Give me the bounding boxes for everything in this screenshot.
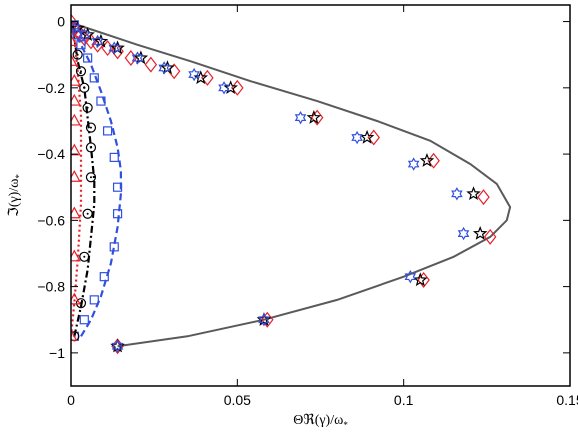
x-tick-label: 0.1 (394, 392, 414, 408)
marker-hexagram (294, 110, 307, 125)
y-tick-label: −0.6 (37, 212, 65, 228)
marker-square (89, 73, 99, 83)
marker-star (466, 186, 481, 201)
marker-square (76, 40, 86, 50)
marker-diamond (71, 13, 78, 30)
marker-hexagram (188, 67, 200, 82)
marker-square (112, 209, 123, 219)
marker-hexagram (91, 34, 104, 49)
marker-hexagram (108, 41, 121, 55)
marker-star (223, 80, 238, 95)
marker-hexagram (404, 269, 417, 284)
curve-solid (71, 20, 512, 348)
marker-circle-center (79, 302, 82, 305)
marker-hexagram (111, 339, 124, 353)
marker-square (112, 182, 123, 192)
marker-circle-dot (82, 208, 93, 219)
marker-square (83, 53, 93, 63)
marker-circle-center (79, 70, 82, 73)
marker-square (71, 20, 79, 30)
marker-square (109, 152, 119, 162)
marker-hexagram (258, 313, 270, 327)
marker-hexagram (351, 130, 363, 145)
plot-frame (70, 4, 571, 387)
marker-triangle (71, 329, 78, 341)
y-tick-label: −0.4 (37, 146, 65, 162)
marker-diamond (483, 228, 497, 245)
marker-hexagram (218, 81, 230, 95)
marker-hexagram (407, 157, 420, 171)
marker-diamond (477, 189, 490, 206)
marker-circle-center (86, 106, 89, 109)
marker-star (306, 109, 322, 124)
marker-triangle (71, 54, 78, 66)
y-tick-label: −0.2 (37, 80, 65, 96)
marker-circle-dot (79, 251, 90, 262)
curve-dashed (71, 21, 123, 337)
marker-square (89, 295, 99, 305)
marker-star (472, 225, 488, 240)
marker-star (359, 129, 375, 144)
marker-circle-center (83, 255, 86, 258)
marker-square (109, 242, 119, 252)
marker-square (99, 272, 109, 282)
marker-circle-dot (79, 82, 90, 93)
x-tick-label: 0 (67, 392, 75, 408)
marker-circle-center (89, 176, 92, 179)
marker-circle-center (89, 126, 92, 129)
marker-circle-dot (85, 172, 97, 183)
marker-circle-center (83, 86, 86, 89)
marker-hexagram (457, 226, 470, 241)
marker-circle-dot (85, 142, 97, 153)
curve-dashdot (71, 21, 96, 337)
marker-square (102, 126, 113, 136)
marker-circle-dot (75, 66, 87, 77)
marker-star (413, 272, 428, 287)
marker-hexagram (131, 51, 144, 65)
marker-hexagram (71, 21, 81, 35)
marker-circle-dot (72, 49, 83, 60)
marker-diamond (144, 56, 158, 73)
marker-square (96, 96, 106, 106)
marker-square (73, 30, 83, 40)
marker-circle-center (76, 53, 79, 56)
x-tick-label: 0.05 (224, 392, 251, 408)
marker-circle-center (89, 146, 92, 149)
y-tick-label: −0.8 (37, 279, 65, 295)
marker-star (419, 153, 435, 167)
x-tick-label: 0.15 (556, 392, 578, 408)
plot-background (71, 5, 570, 386)
y-tick-label: −1 (49, 345, 65, 361)
marker-hexagram (158, 61, 170, 75)
y-tick-label: 0 (57, 14, 65, 30)
curve-dotted (71, 21, 83, 337)
marker-hexagram (451, 187, 463, 201)
marker-circle-center (86, 212, 89, 215)
marker-circle-dot (82, 102, 93, 113)
marker-circle-dot (75, 298, 87, 309)
marker-square (79, 315, 89, 325)
marker-star (193, 70, 209, 85)
x-axis-title: Θℜ(γ)/ω* (293, 413, 348, 430)
y-axis-title: ℑ(γ)/ω* (7, 174, 24, 217)
marker-diamond (111, 43, 124, 60)
marker-triangle (71, 34, 78, 47)
marker-circle-dot (85, 122, 97, 133)
